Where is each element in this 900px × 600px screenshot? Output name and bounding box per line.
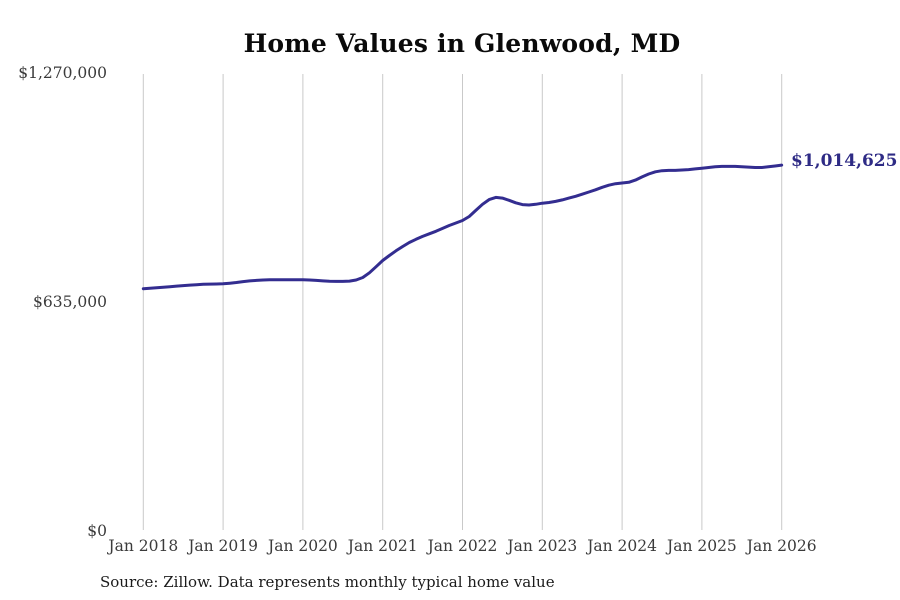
- home-value-line: [141, 163, 784, 291]
- x-axis-tick-label: Jan 2021: [346, 537, 418, 555]
- x-axis-tick-label: Jan 2024: [585, 537, 657, 555]
- x-axis-tick-label: Jan 2019: [186, 537, 258, 555]
- x-axis-tick-label: Jan 2026: [745, 537, 817, 555]
- x-axis-tick-label: Jan 2022: [426, 537, 498, 555]
- end-value-label: $1,014,625: [791, 151, 897, 171]
- y-axis-tick-label: $1,270,000: [18, 64, 107, 82]
- y-axis-tick-label: $635,000: [33, 293, 107, 311]
- x-axis-tick-label: Jan 2023: [505, 537, 577, 555]
- chart-title: Home Values in Glenwood, MD: [243, 29, 681, 58]
- x-axis-tick-label: Jan 2020: [266, 537, 338, 555]
- source-note: Source: Zillow. Data represents monthly …: [100, 573, 555, 591]
- x-axis-tick-label: Jan 2018: [106, 537, 178, 555]
- y-axis-tick-label: $0: [87, 522, 107, 540]
- x-axis-tick-label: Jan 2025: [665, 537, 737, 555]
